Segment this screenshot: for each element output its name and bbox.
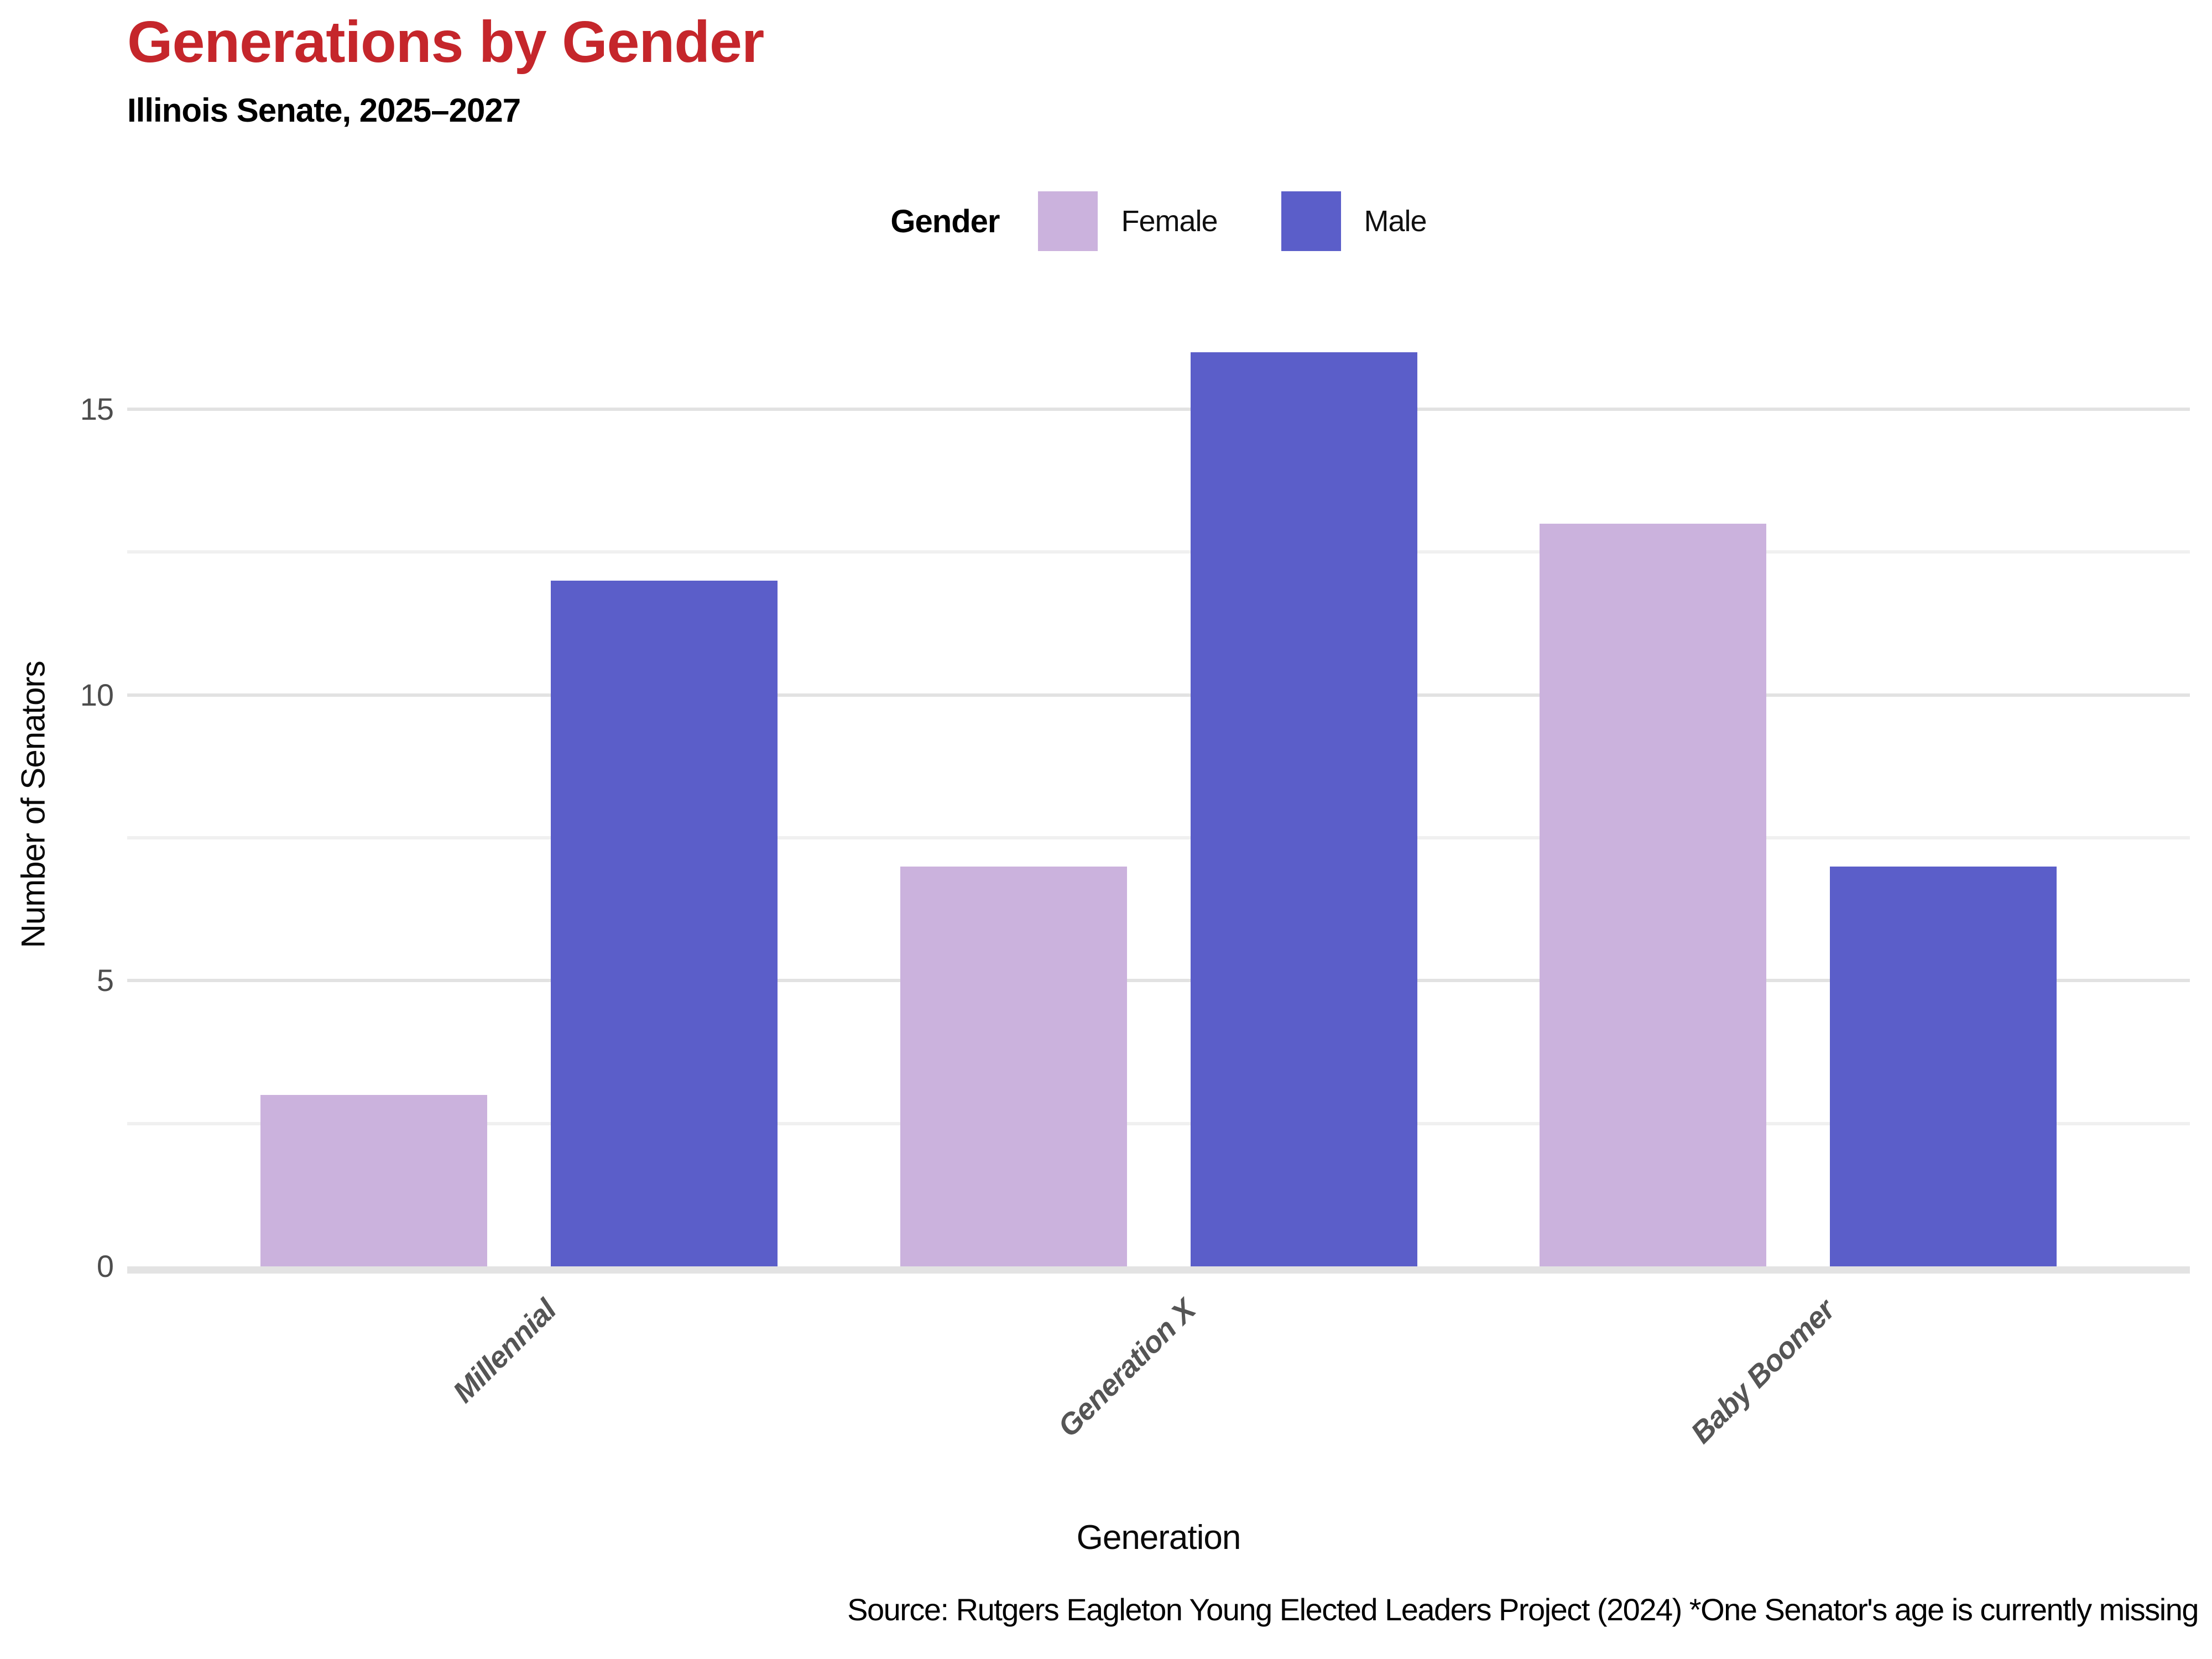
gridline-major-10 xyxy=(127,693,2190,697)
x-axis-category-labels: Millennial Generation X Baby Boomer xyxy=(127,1266,2190,1532)
axis-baseline xyxy=(127,1266,2190,1274)
legend-key-female xyxy=(1038,191,1098,251)
x-category-label-generation-x: Generation X xyxy=(1051,1293,1202,1444)
gridline-minor-12.5 xyxy=(127,550,2190,554)
legend-key-male xyxy=(1281,191,1341,251)
bar-baby-boomer-male xyxy=(1829,866,2057,1266)
x-axis-title: Generation xyxy=(1076,1519,1241,1557)
bar-baby-boomer-female xyxy=(1539,523,1766,1266)
y-tick-label-15: 15 xyxy=(80,391,114,426)
legend-label-male: Male xyxy=(1364,205,1427,238)
gridline-minor-7.5 xyxy=(127,836,2190,839)
gridline-major-15 xyxy=(127,407,2190,411)
legend: Gender Female Male xyxy=(127,182,2190,260)
x-category-label-baby-boomer: Baby Boomer xyxy=(1684,1293,1841,1450)
chart-subtitle: Illinois Senate, 2025–2027 xyxy=(127,92,521,129)
y-axis-tick-labels: 0 5 10 15 xyxy=(0,343,114,1284)
legend-label-female: Female xyxy=(1121,205,1218,238)
x-category-label-millennial: Millennial xyxy=(446,1293,562,1410)
legend-title: Gender xyxy=(890,203,1000,239)
y-tick-label-5: 5 xyxy=(96,963,114,998)
bar-generation-x-female xyxy=(900,866,1127,1266)
gridline-minor-2.5 xyxy=(127,1121,2190,1125)
plot-area xyxy=(127,343,2190,1274)
y-tick-label-0: 0 xyxy=(96,1249,114,1284)
bar-millennial-female xyxy=(260,1094,488,1266)
source-note: Source: Rutgers Eagleton Young Elected L… xyxy=(847,1592,2199,1627)
bar-millennial-male xyxy=(551,580,778,1266)
bar-generation-x-male xyxy=(1190,352,1417,1266)
gridline-major-5 xyxy=(127,979,2190,983)
chart-title: Generations by Gender xyxy=(127,9,764,75)
y-tick-label-10: 10 xyxy=(80,677,114,712)
